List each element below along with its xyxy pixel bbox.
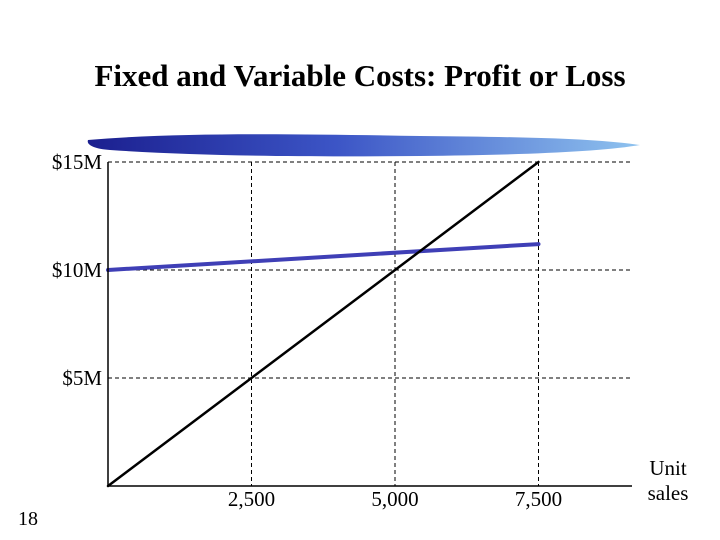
brush-stroke-decoration <box>87 134 641 157</box>
y-tick-label-1: $10M <box>52 258 103 282</box>
series-line-0 <box>106 242 541 272</box>
x-tick-label-1: 5,000 <box>371 487 418 511</box>
x-axis-label: Unit sales <box>648 456 689 505</box>
series-line-1 <box>106 160 540 488</box>
x-tick-label-0: 2,500 <box>228 487 275 511</box>
y-tick-label-0: $5M <box>62 366 102 390</box>
slide-number: 18 <box>18 508 38 530</box>
y-tick-label-2: $15M <box>52 150 103 174</box>
chart-title: Fixed and Variable Costs: Profit or Loss <box>94 58 626 93</box>
x-tick-label-2: 7,500 <box>515 487 562 511</box>
